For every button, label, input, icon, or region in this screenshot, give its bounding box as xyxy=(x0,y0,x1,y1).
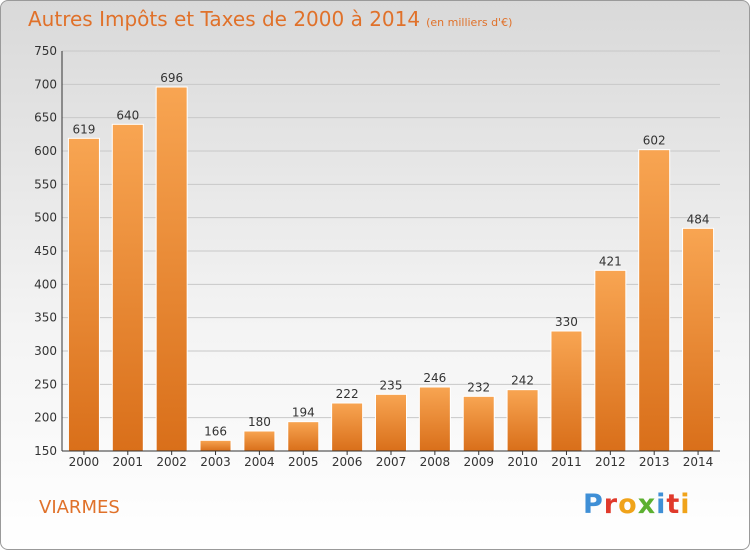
bar xyxy=(506,389,539,452)
y-tick-label: 300 xyxy=(34,344,57,358)
logo-letter: t xyxy=(666,489,681,520)
y-tick-label: 750 xyxy=(34,44,57,58)
y-tick-label: 250 xyxy=(34,377,57,391)
bar-value-label: 619 xyxy=(72,122,95,136)
bar-value-label: 330 xyxy=(555,315,578,329)
bar-value-label: 246 xyxy=(423,371,446,385)
bar xyxy=(418,386,451,452)
bar xyxy=(331,402,364,452)
y-tick-label: 200 xyxy=(34,411,57,425)
y-tick-label: 550 xyxy=(34,177,57,191)
x-tick-label: 2005 xyxy=(288,455,319,469)
commune-name: VIARMES xyxy=(39,497,120,518)
x-tick-label: 2007 xyxy=(376,455,407,469)
axes: 150 200 250 300 350 400 450 500 550 600 650 700 750 2… xyxy=(34,44,720,469)
bar-value-label: 232 xyxy=(467,380,490,394)
x-tick-label: 2002 xyxy=(156,455,187,469)
x-tick-label: 2001 xyxy=(113,455,144,469)
x-tick-label: 2003 xyxy=(200,455,231,469)
x-tick-label: 2012 xyxy=(595,455,626,469)
bar xyxy=(287,421,320,452)
bars: 619 640 696 166 180 194 222 235 246 232 242 330 421 6… xyxy=(67,71,715,452)
bar-value-label: 484 xyxy=(687,212,710,226)
x-tick-label: 2014 xyxy=(683,455,714,469)
x-tick-label: 2000 xyxy=(69,455,100,469)
logo-letter: i xyxy=(680,489,691,520)
y-tick-label: 400 xyxy=(34,277,57,291)
bar-value-label: 602 xyxy=(643,134,666,148)
bar xyxy=(111,123,144,452)
bar xyxy=(67,137,100,452)
x-tick-label: 2010 xyxy=(507,455,538,469)
x-tick-label: 2011 xyxy=(551,455,582,469)
y-tick-label: 500 xyxy=(34,211,57,225)
bar-value-label: 696 xyxy=(160,71,183,85)
bar xyxy=(155,86,188,452)
bar-value-label: 194 xyxy=(292,406,315,420)
logo-letter: r xyxy=(603,489,619,520)
bar xyxy=(638,149,671,452)
x-tick-label: 2004 xyxy=(244,455,275,469)
proxiti-logo: Proxiti xyxy=(583,489,691,520)
bar xyxy=(682,227,715,452)
x-tick-label: 2013 xyxy=(639,455,670,469)
x-tick-label: 2006 xyxy=(332,455,363,469)
y-tick-label: 650 xyxy=(34,111,57,125)
bar-value-label: 166 xyxy=(204,424,227,438)
logo-letter: P xyxy=(583,489,604,520)
x-tick-label: 2009 xyxy=(463,455,494,469)
logo-letter: x xyxy=(637,489,657,520)
y-tick-label: 600 xyxy=(34,144,57,158)
y-tick-label: 450 xyxy=(34,244,57,258)
bar xyxy=(243,430,276,452)
bar-value-label: 222 xyxy=(336,387,359,401)
bar xyxy=(594,269,627,452)
chart-title-text: Autres Impôts et Taxes de 2000 à 2014 xyxy=(28,7,421,31)
bar-value-label: 421 xyxy=(599,254,622,268)
logo-letter: i xyxy=(656,489,667,520)
bar-value-label: 640 xyxy=(116,108,139,122)
chart-title: Autres Impôts et Taxes de 2000 à 2014 (en… xyxy=(28,7,512,31)
logo-letter: o xyxy=(618,489,638,520)
bar-value-label: 242 xyxy=(511,374,534,388)
bar xyxy=(550,330,583,452)
y-tick-label: 350 xyxy=(34,311,57,325)
y-tick-label: 700 xyxy=(34,77,57,91)
bar-value-label: 180 xyxy=(248,415,271,429)
bar xyxy=(462,395,495,452)
bar xyxy=(199,439,232,452)
chart-unit: (en milliers d'€) xyxy=(426,16,513,29)
bar xyxy=(375,393,407,452)
bar-value-label: 235 xyxy=(380,378,403,392)
y-tick-label: 150 xyxy=(34,444,57,458)
x-tick-label: 2008 xyxy=(420,455,451,469)
